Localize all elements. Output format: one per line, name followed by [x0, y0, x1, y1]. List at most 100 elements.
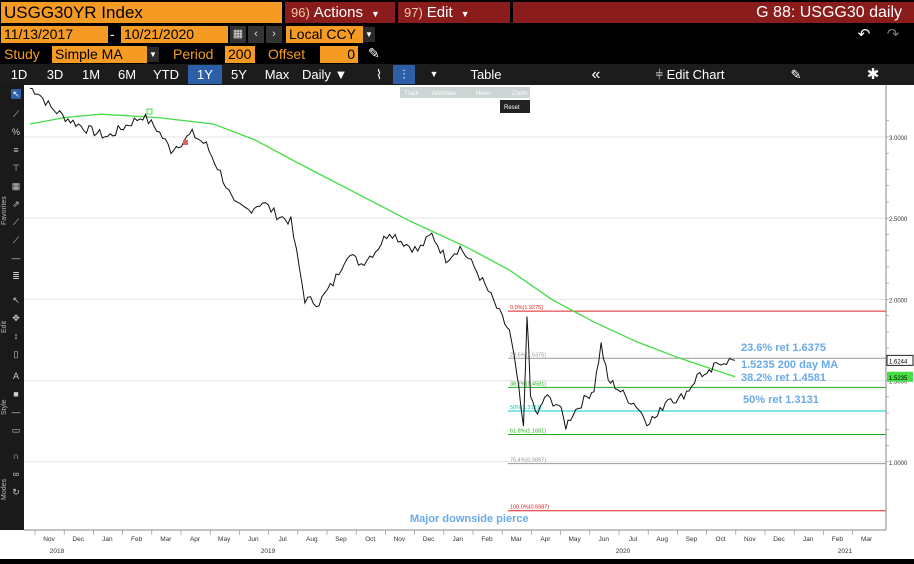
- chart-icon: ⫩: [655, 67, 664, 82]
- period-1y[interactable]: 1Y: [188, 65, 222, 84]
- x-month-label: Jan: [453, 536, 464, 543]
- start-date-field[interactable]: 11/13/2017: [1, 26, 108, 43]
- undo-icon[interactable]: ↶: [857, 26, 871, 43]
- chevron-left-icon[interactable]: ‹: [248, 26, 264, 43]
- x-month-label: Jul: [278, 536, 287, 543]
- move-icon[interactable]: ↖: [12, 295, 20, 305]
- chevron-down-icon: ▼: [460, 9, 470, 19]
- period-1m[interactable]: 1M: [81, 67, 101, 82]
- table-button[interactable]: Table: [470, 67, 502, 82]
- x-axis-bg: [24, 530, 886, 559]
- x-year-label: 2018: [50, 548, 65, 555]
- study-label: Study: [4, 46, 40, 62]
- percent-icon[interactable]: %: [11, 127, 20, 137]
- fib-label: 38.2%(1.4581): [510, 381, 546, 387]
- period-6m[interactable]: 6M: [117, 67, 137, 82]
- measure-icon[interactable]: ⊤: [12, 163, 20, 173]
- link-icon[interactable]: ∞: [12, 469, 20, 479]
- style-side-label: Style: [1, 399, 8, 415]
- x-month-label: Sep: [686, 536, 698, 543]
- chevron-down-icon[interactable]: ▼: [429, 69, 439, 79]
- price-line: [29, 87, 736, 430]
- x-month-label: Sep: [335, 536, 347, 543]
- x-month-label: Nov: [43, 536, 55, 543]
- pencil-icon[interactable]: ✎: [368, 45, 380, 61]
- x-month-label: Jan: [803, 536, 814, 543]
- x-month-label: Nov: [744, 536, 756, 543]
- security-field[interactable]: USGG30YR Index: [1, 2, 282, 23]
- modes-side-label: Modes: [1, 478, 8, 500]
- trash-icon[interactable]: ▯: [13, 349, 19, 359]
- period-3d[interactable]: 3D: [46, 67, 64, 82]
- x-month-label: Jan: [102, 536, 113, 543]
- period-ytd[interactable]: YTD: [153, 67, 179, 82]
- collapse-icon[interactable]: «: [591, 66, 601, 83]
- refresh-icon[interactable]: ↻: [12, 487, 20, 497]
- edit-label: Edit: [426, 4, 453, 21]
- currency-select[interactable]: Local CCY: [286, 26, 363, 43]
- x-month-label: Apr: [190, 536, 201, 543]
- fib-label: 0.0%(1.9275): [510, 305, 543, 311]
- magnet-icon[interactable]: ∩: [12, 451, 20, 461]
- chevron-down-icon[interactable]: ▼: [363, 27, 375, 42]
- mini-news: News: [476, 91, 491, 97]
- period-1d[interactable]: 1D: [10, 67, 28, 82]
- edit-chart-button[interactable]: ⫩ Edit Chart: [640, 65, 740, 84]
- line-chart-icon[interactable]: ⌇: [375, 67, 383, 82]
- mini-annotate: Annotate: [432, 91, 457, 97]
- hline-icon[interactable]: —: [11, 253, 21, 263]
- x-month-label: Mar: [160, 536, 172, 543]
- text-icon[interactable]: A: [12, 371, 19, 381]
- x-month-label: Oct: [716, 536, 726, 543]
- palette-icon[interactable]: ▭: [11, 425, 21, 435]
- x-year-label: 2019: [261, 548, 276, 555]
- period-5y[interactable]: 5Y: [231, 67, 247, 82]
- actions-label: Actions: [313, 4, 363, 21]
- x-month-label: Jun: [248, 536, 259, 543]
- gear-icon[interactable]: ✱: [866, 66, 880, 83]
- annotate-edit-icon[interactable]: ✎: [790, 67, 802, 82]
- calendar-icon[interactable]: ▦: [230, 26, 246, 43]
- y-tick-label: 3.0000: [889, 136, 908, 142]
- period-max[interactable]: Max: [264, 67, 290, 82]
- chevron-right-icon[interactable]: ›: [266, 26, 282, 43]
- line-icon[interactable]: ⟋: [12, 235, 20, 245]
- resize-icon[interactable]: ↕: [13, 331, 19, 341]
- last-price-label: 1.6244: [889, 359, 908, 365]
- x-month-label: Apr: [540, 536, 551, 543]
- frequency-select[interactable]: Daily ▼: [302, 65, 356, 84]
- cursor-icon[interactable]: ↖: [11, 89, 21, 99]
- period-label: Period: [173, 46, 214, 62]
- chevron-down-icon[interactable]: ▼: [147, 47, 159, 62]
- reset-button[interactable]: [500, 100, 530, 113]
- arrow-icon[interactable]: ⇗: [12, 199, 20, 209]
- offset-input[interactable]: 0: [320, 46, 358, 63]
- fill-icon[interactable]: ■: [13, 389, 19, 399]
- fib-levels: 0.0%(1.9275) 23.6%(1.6375) 38.2%(1.4581) 50…: [508, 305, 886, 512]
- chart-area[interactable]: 0.0%(1.9275) 23.6%(1.6375) 38.2%(1.4581) 50…: [0, 85, 914, 559]
- bars-icon[interactable]: ≣: [12, 271, 20, 281]
- frequency-label: Daily: [302, 67, 331, 82]
- stroke-icon[interactable]: —: [11, 407, 21, 417]
- edit-chart-label: Edit Chart: [666, 67, 725, 82]
- trendline-icon[interactable]: ⟋: [12, 109, 20, 119]
- period-input[interactable]: 200: [225, 46, 255, 63]
- channel-icon[interactable]: ▦: [11, 181, 21, 191]
- price-chart[interactable]: 0.0%(1.9275) 23.6%(1.6375) 38.2%(1.4581) 50…: [0, 85, 914, 559]
- y-tick-label: 2.0000: [889, 298, 908, 304]
- function-title: G 88: USGG30 daily: [513, 2, 914, 23]
- y-axis: 3.0000 2.5000 2.0000 1.5000 1.0000 1.6244 1.52…: [885, 85, 914, 530]
- x-month-label: Mar: [511, 536, 523, 543]
- edit-menu[interactable]: 97) Edit ▼: [398, 2, 510, 23]
- ray-icon[interactable]: ⟋: [12, 217, 20, 227]
- bar-chart-icon[interactable]: ⫶: [393, 65, 415, 84]
- actions-menu[interactable]: 96) Actions ▼: [285, 2, 395, 23]
- crosshair-icon[interactable]: ✥: [12, 313, 20, 323]
- redo-icon[interactable]: ↷: [886, 26, 900, 43]
- study-select[interactable]: Simple MA: [52, 46, 147, 63]
- mini-zoom: Zoom: [512, 91, 527, 97]
- fib-icon[interactable]: ≡: [13, 145, 19, 155]
- end-date-field[interactable]: 10/21/2020: [121, 26, 228, 43]
- x-month-label: Nov: [394, 536, 406, 543]
